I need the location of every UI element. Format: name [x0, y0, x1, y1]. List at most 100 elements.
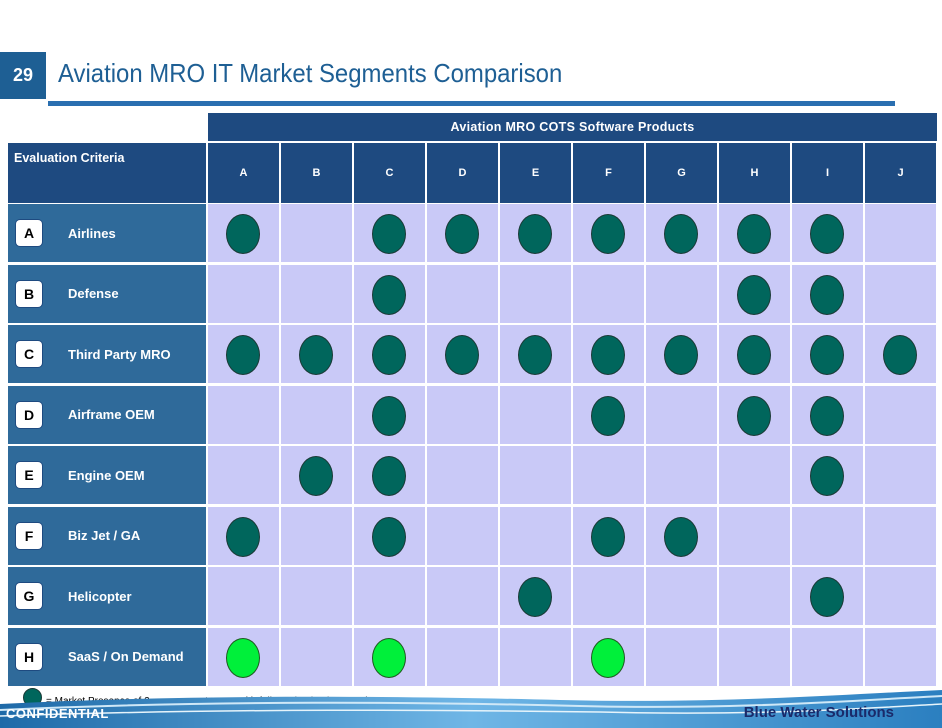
grid-cell	[500, 627, 571, 686]
market-presence-dot-icon	[517, 214, 552, 254]
column-header-g: G	[646, 143, 717, 203]
market-presence-dot-icon	[736, 274, 771, 315]
row-label-text: Third Party MRO	[68, 346, 171, 362]
row-label-text: Defense	[68, 286, 119, 301]
grid-cell	[208, 446, 279, 504]
grid-cell	[281, 385, 352, 444]
grid-cell	[573, 264, 644, 323]
saas-presence-dot-icon	[590, 637, 625, 678]
row-letter-badge: G	[16, 583, 42, 609]
market-presence-dot-icon	[736, 214, 771, 254]
market-presence-dot-icon	[809, 335, 844, 375]
column-header-j: J	[865, 143, 936, 203]
grid-cell	[865, 506, 936, 565]
market-presence-dot-icon	[444, 214, 479, 254]
row-label-text: Airlines	[68, 225, 116, 241]
grid-cell	[427, 506, 498, 565]
grid-cell	[865, 627, 936, 686]
grid-cell	[281, 567, 352, 625]
market-presence-dot-icon	[371, 395, 406, 436]
market-presence-dot-icon	[809, 456, 844, 496]
column-header-d: D	[427, 143, 498, 203]
market-presence-dot-icon	[444, 335, 479, 375]
saas-presence-dot-icon	[225, 637, 260, 678]
grid-cell	[865, 264, 936, 323]
grid-cell	[281, 264, 352, 323]
row-label: B Defense	[8, 264, 206, 323]
row-label: C Third Party MRO	[8, 325, 206, 383]
row-letter-badge: A	[16, 220, 42, 246]
row-letter-badge: E	[16, 462, 42, 488]
grid-cell	[646, 446, 717, 504]
market-presence-dot-icon	[590, 214, 625, 254]
row-label-text: SaaS / On Demand	[68, 649, 184, 664]
market-presence-dot-icon	[663, 335, 698, 375]
column-header-b: B	[281, 143, 352, 203]
market-presence-dot-icon	[371, 274, 406, 315]
slide-number: 29	[0, 52, 46, 99]
products-header: Aviation MRO COTS Software Products	[208, 113, 937, 141]
row-label: G Helicopter	[8, 567, 206, 625]
market-presence-dot-icon	[590, 516, 625, 557]
grid-cell	[427, 385, 498, 444]
market-presence-dot-icon	[809, 577, 844, 617]
row-label: H SaaS / On Demand	[8, 627, 206, 686]
market-presence-dot-icon	[590, 335, 625, 375]
row-label-text: Airframe OEM	[68, 407, 155, 422]
row-label-text: Helicopter	[68, 588, 132, 604]
grid-cell	[646, 627, 717, 686]
grid-cell	[719, 506, 790, 565]
confidential-label: CONFIDENTIAL	[6, 706, 109, 721]
grid-cell	[500, 264, 571, 323]
market-presence-dot-icon	[809, 274, 844, 315]
market-presence-dot-icon	[298, 335, 333, 375]
grid-cell	[865, 567, 936, 625]
slide-title: Aviation MRO IT Market Segments Comparis…	[58, 58, 563, 88]
market-presence-dot-icon	[298, 456, 333, 496]
market-presence-dot-icon	[517, 577, 552, 617]
column-header-h: H	[719, 143, 790, 203]
footer-wave	[0, 690, 942, 728]
market-presence-dot-icon	[225, 335, 260, 375]
row-label: E Engine OEM	[8, 446, 206, 504]
grid-cell	[719, 567, 790, 625]
grid-cell	[865, 204, 936, 262]
market-presence-dot-icon	[225, 214, 260, 254]
grid-cell	[719, 446, 790, 504]
market-presence-dot-icon	[882, 335, 917, 375]
row-label: A Airlines	[8, 204, 206, 262]
row-letter-badge: C	[16, 341, 42, 367]
market-presence-dot-icon	[590, 395, 625, 436]
grid-cell	[646, 567, 717, 625]
market-presence-dot-icon	[517, 335, 552, 375]
market-presence-dot-icon	[809, 395, 844, 436]
grid-cell	[427, 446, 498, 504]
grid-cell	[427, 627, 498, 686]
column-header-c: C	[354, 143, 425, 203]
row-letter-badge: H	[16, 643, 42, 670]
grid-cell	[792, 627, 863, 686]
row-letter-badge: D	[16, 401, 42, 428]
criteria-header: Evaluation Criteria	[8, 143, 206, 203]
grid-cell	[281, 506, 352, 565]
row-label-text: Biz Jet / GA	[68, 528, 141, 543]
saas-presence-dot-icon	[371, 637, 406, 678]
row-letter-badge: F	[16, 522, 42, 549]
row-label: F Biz Jet / GA	[8, 506, 206, 565]
grid-cell	[500, 385, 571, 444]
grid-cell	[281, 627, 352, 686]
column-header-a: A	[208, 143, 279, 203]
grid-cell	[865, 385, 936, 444]
market-presence-dot-icon	[809, 214, 844, 254]
row-label-text: Engine OEM	[68, 467, 145, 483]
brand-name: Blue Water Solutions	[743, 704, 894, 721]
grid-cell	[281, 204, 352, 262]
column-header-i: I	[792, 143, 863, 203]
grid-cell	[208, 264, 279, 323]
market-presence-dot-icon	[371, 456, 406, 496]
market-presence-dot-icon	[663, 214, 698, 254]
market-presence-dot-icon	[371, 335, 406, 375]
grid-cell	[500, 446, 571, 504]
market-presence-dot-icon	[371, 516, 406, 557]
grid-cell	[719, 627, 790, 686]
